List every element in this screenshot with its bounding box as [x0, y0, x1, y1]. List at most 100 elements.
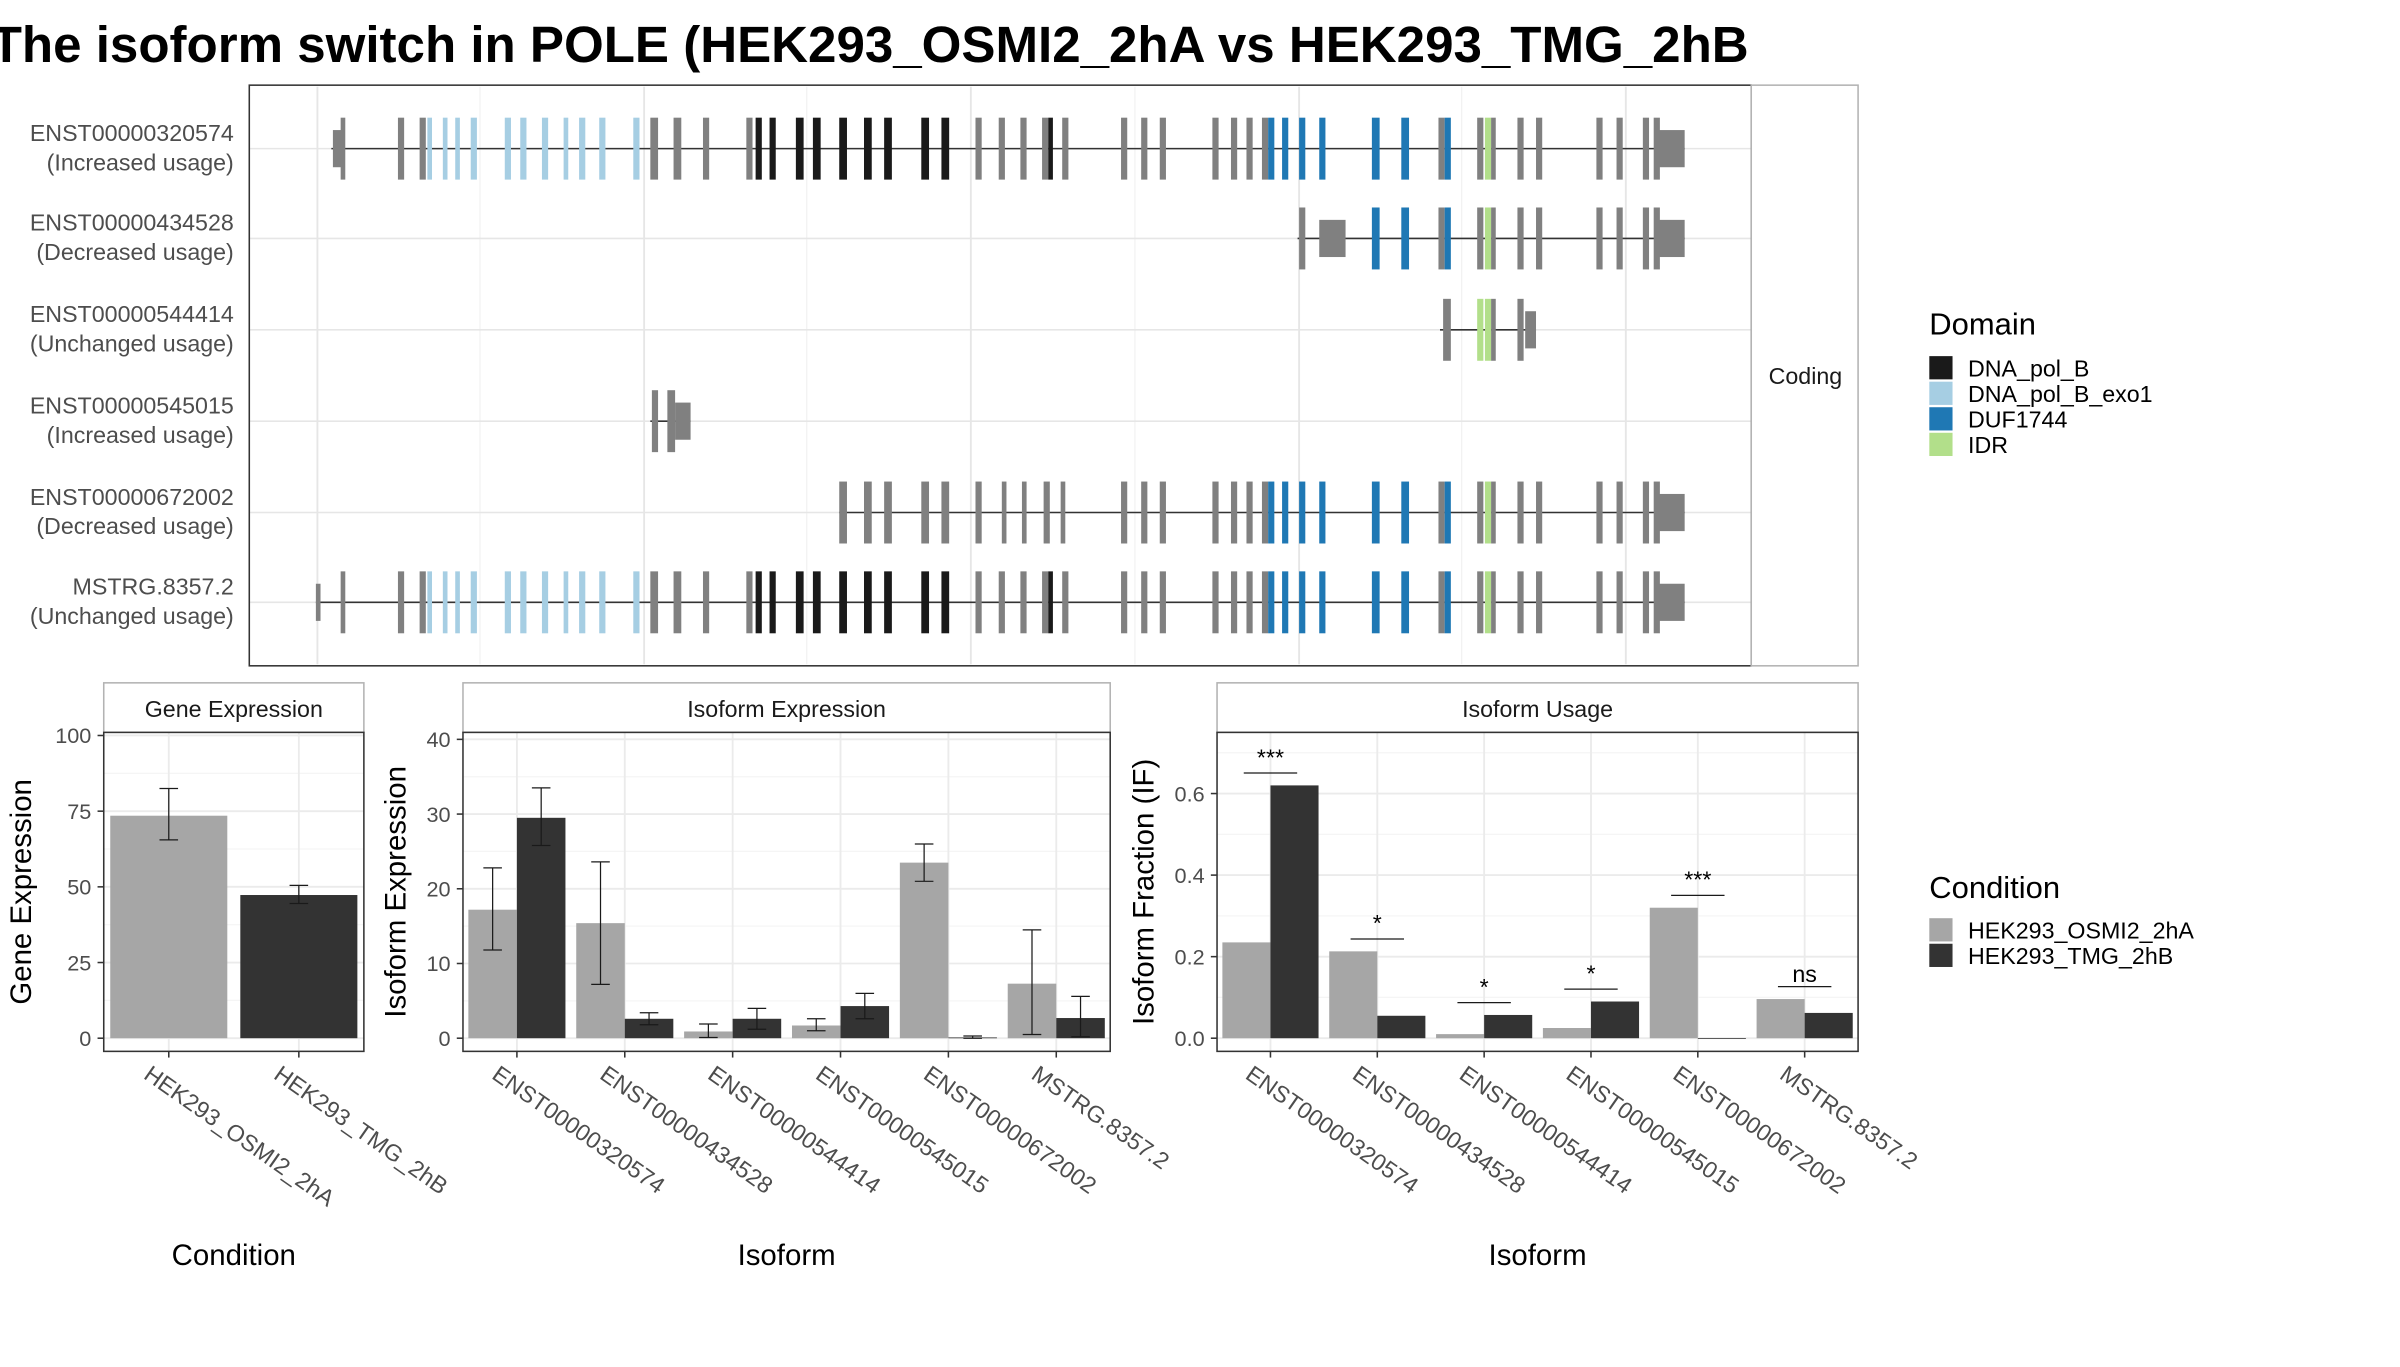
transcript-usage-label: (Unchanged usage)	[30, 603, 234, 629]
utr-block	[675, 402, 691, 440]
exon-block	[1642, 481, 1650, 544]
exon-block	[442, 571, 448, 634]
exon-block	[1401, 207, 1410, 270]
exon-block	[1020, 571, 1027, 634]
exon-block	[1299, 481, 1306, 544]
exon-block	[1299, 571, 1306, 634]
transcript-id-label: MSTRG.8357.2	[72, 574, 233, 600]
exon-block	[1246, 117, 1253, 180]
exon-block	[1517, 571, 1524, 634]
bar	[1270, 785, 1319, 1039]
exon-block	[1616, 481, 1623, 544]
exon-block	[427, 117, 433, 180]
structure-tracks	[315, 117, 1685, 634]
y-tick-label: 0.6	[1175, 781, 1205, 806]
exon-block	[1159, 117, 1166, 180]
exon-block	[1062, 117, 1069, 180]
exon-block	[651, 390, 659, 453]
exon-block	[470, 571, 477, 634]
exon-block	[1141, 571, 1148, 634]
exon-block	[1212, 571, 1219, 634]
exon-block	[1491, 117, 1496, 180]
bar	[1377, 1015, 1426, 1039]
x-axis-title: Isoform	[1489, 1239, 1587, 1272]
transcript-id-label: ENST00000672002	[30, 484, 234, 510]
exon-block	[1517, 207, 1524, 270]
significance-label: ***	[1684, 867, 1711, 893]
exon-block	[941, 117, 950, 180]
transcript-id-label: ENST00000545015	[30, 392, 234, 418]
exon-block	[1443, 298, 1451, 361]
chart-frame	[462, 731, 1111, 1053]
exon-block	[839, 571, 847, 634]
exon-block	[1401, 571, 1410, 634]
exon-block	[520, 571, 527, 634]
exon-block	[1536, 571, 1543, 634]
exon-block	[1121, 571, 1128, 634]
exon-block	[397, 117, 405, 180]
exon-block	[839, 117, 847, 180]
exon-block	[1043, 481, 1050, 544]
exon-block	[1484, 117, 1492, 180]
bar	[1649, 907, 1698, 1039]
exon-block	[1616, 571, 1623, 634]
exon-block	[1596, 207, 1603, 270]
exon-block	[520, 117, 527, 180]
exon-block	[419, 571, 426, 634]
bar	[1329, 951, 1378, 1039]
exon-block	[1319, 481, 1326, 544]
x-tick-label: ENST00000320574	[488, 1060, 670, 1198]
exon-block	[1020, 117, 1027, 180]
domain-legend-label: DUF1744	[1968, 406, 2067, 432]
exon-block	[941, 481, 950, 544]
x-tick-label: ENST00000672002	[1669, 1060, 1851, 1198]
x-tick-label: ENST00000434528	[596, 1060, 778, 1198]
exon-block	[504, 117, 511, 180]
y-tick-label: 0	[79, 1026, 91, 1051]
exon-block	[1536, 481, 1543, 544]
y-tick-label: 0	[439, 1026, 451, 1051]
exon-block	[470, 117, 477, 180]
exon-block	[812, 117, 821, 180]
exon-block	[397, 571, 405, 634]
exon-block	[1121, 481, 1128, 544]
exon-block	[1653, 117, 1660, 180]
exon-block	[1261, 481, 1269, 544]
exon-block	[1319, 117, 1326, 180]
y-tick-label: 20	[426, 877, 450, 902]
exon-block	[755, 571, 762, 634]
y-tick-label: 75	[67, 799, 91, 824]
y-tick-label: 25	[67, 950, 91, 975]
exon-block	[1159, 571, 1166, 634]
exon-block	[1230, 117, 1238, 180]
exon-block	[1261, 571, 1269, 634]
domain-legend-swatch	[1929, 407, 1953, 431]
chart-strip	[102, 682, 365, 734]
exon-block	[1021, 481, 1027, 544]
exon-block	[1121, 117, 1128, 180]
significance-label: *	[1373, 910, 1382, 936]
exon-block	[667, 390, 676, 453]
exon-block	[702, 117, 710, 180]
exon-block	[921, 571, 930, 634]
isoform-expression-chart: Isoform Expression 0 10 20 30 40 ENST000003205…	[380, 682, 1174, 1272]
utr-block	[315, 583, 321, 621]
exon-block	[599, 117, 606, 180]
exon-block	[746, 571, 753, 634]
exon-block	[650, 117, 659, 180]
x-tick-label: ENST00000544414	[1455, 1060, 1637, 1198]
utr-block	[1525, 311, 1537, 349]
domain-legend-swatch	[1929, 432, 1953, 457]
exon-block	[1536, 117, 1543, 180]
exon-block	[1477, 207, 1484, 270]
transcript-usage-label: (Increased usage)	[47, 422, 234, 448]
exon-block	[1048, 117, 1053, 180]
y-tick-label: 100	[55, 723, 91, 748]
chart-frame	[102, 731, 365, 1053]
domain-legend-label: DNA_pol_B_exo1	[1968, 381, 2153, 407]
exon-block	[1444, 117, 1451, 180]
exon-block	[1484, 571, 1492, 634]
exon-block	[427, 571, 433, 634]
transcript-id-label: ENST00000544414	[30, 301, 234, 327]
